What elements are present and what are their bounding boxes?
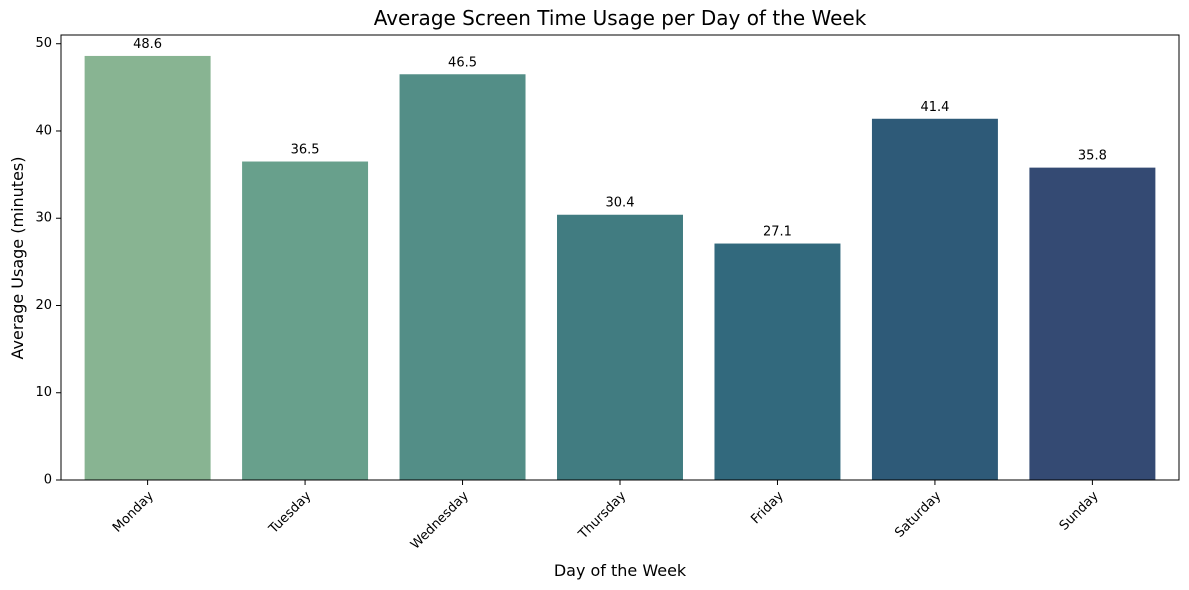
x-axis-ticks: Monday Tuesday Wednesday Thursday Friday Satu… — [110, 480, 1102, 553]
y-tick-label-20: 20 — [35, 298, 52, 313]
value-labels-group: 48.6 36.5 46.5 30.4 27.1 41.4 35.8 — [133, 37, 1107, 240]
x-tick-label-monday: Monday — [110, 488, 157, 535]
bar-wednesday — [399, 74, 526, 480]
y-tick-label-30: 30 — [35, 211, 52, 226]
x-tick-label-saturday: Saturday — [892, 488, 944, 540]
value-label-tuesday: 36.5 — [291, 143, 320, 158]
value-label-sunday: 35.8 — [1078, 149, 1107, 164]
x-axis-label: Day of the Week — [554, 561, 687, 580]
x-tick-label-friday: Friday — [748, 488, 787, 527]
y-tick-label-50: 50 — [35, 36, 52, 51]
x-tick-label-thursday: Thursday — [575, 488, 629, 542]
bar-sunday — [1029, 167, 1156, 481]
bar-tuesday — [242, 161, 369, 481]
y-axis-ticks: 0 10 20 30 40 50 — [35, 36, 61, 488]
x-tick-label-wednesday: Wednesday — [408, 488, 472, 552]
x-tick-label-sunday: Sunday — [1057, 488, 1102, 533]
value-label-wednesday: 46.5 — [448, 55, 477, 70]
y-tick-label-10: 10 — [35, 385, 52, 400]
value-label-friday: 27.1 — [763, 225, 792, 240]
value-label-thursday: 30.4 — [606, 196, 635, 211]
bar-saturday — [871, 118, 998, 480]
value-label-monday: 48.6 — [133, 37, 162, 52]
bar-monday — [84, 55, 211, 481]
y-axis-label: Average Usage (minutes) — [8, 157, 27, 360]
y-tick-label-0: 0 — [44, 473, 52, 488]
y-tick-label-40: 40 — [35, 123, 52, 138]
bar-friday — [714, 243, 841, 480]
value-label-saturday: 41.4 — [920, 100, 949, 115]
bars-group — [84, 55, 1156, 481]
x-tick-label-tuesday: Tuesday — [266, 488, 315, 537]
chart-title: Average Screen Time Usage per Day of the… — [374, 6, 867, 30]
bar-thursday — [557, 214, 683, 480]
